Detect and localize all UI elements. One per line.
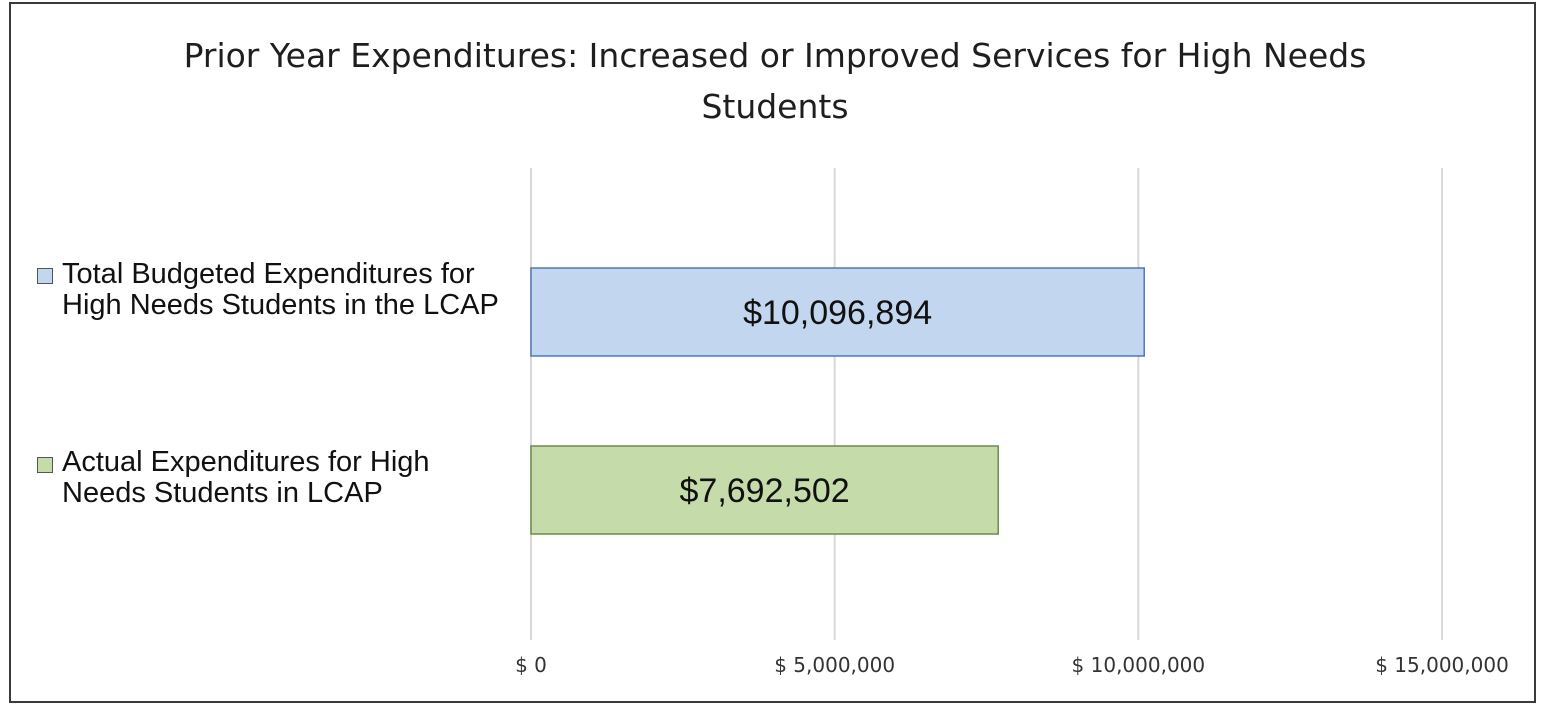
x-tick-label-0: $ 0: [515, 653, 547, 677]
bar-data-label-0: $10,096,894: [743, 294, 932, 332]
category-label-1: Actual Expenditures for High Needs Stude…: [62, 446, 430, 509]
bar-1: [530, 445, 999, 535]
category-swatch-0: [37, 268, 53, 284]
bar-0: [530, 267, 1145, 357]
x-tick-label-3: $ 15,000,000: [1375, 653, 1509, 677]
chart-title: Prior Year Expenditures: Increased or Im…: [183, 36, 1367, 126]
x-tick-label-2: $ 10,000,000: [1072, 653, 1206, 677]
bar-data-label-1: $7,692,502: [680, 472, 850, 510]
category-label-0: Total Budgeted Expenditures for High Nee…: [62, 258, 499, 321]
category-swatch-1: [37, 457, 53, 473]
x-tick-label-1: $ 5,000,000: [774, 653, 895, 677]
